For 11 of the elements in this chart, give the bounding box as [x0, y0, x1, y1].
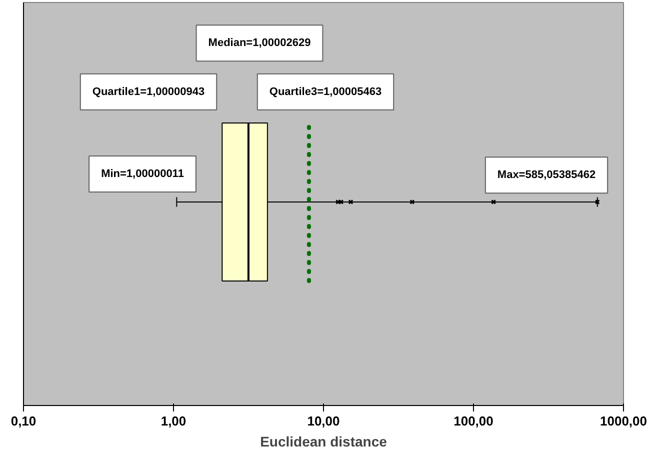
x-tick-label: 10,00	[307, 414, 340, 428]
annotation: Median=1,00002629	[208, 37, 311, 50]
annotation: Max=585,05385462	[497, 169, 596, 182]
x-tick-label: 100,00	[454, 414, 494, 428]
annotation: Quartile1=1,00000943	[92, 86, 205, 98]
x-axis-title: Euclidean distance	[260, 434, 388, 450]
x-tick-label: 1000,00	[600, 414, 648, 428]
annotation: Min=1,00000011	[101, 168, 184, 180]
x-tick-label: 1,00	[160, 414, 186, 428]
x-tick-label: 0,10	[10, 414, 36, 428]
annotation: Quartile3=1,00005463	[269, 86, 382, 98]
